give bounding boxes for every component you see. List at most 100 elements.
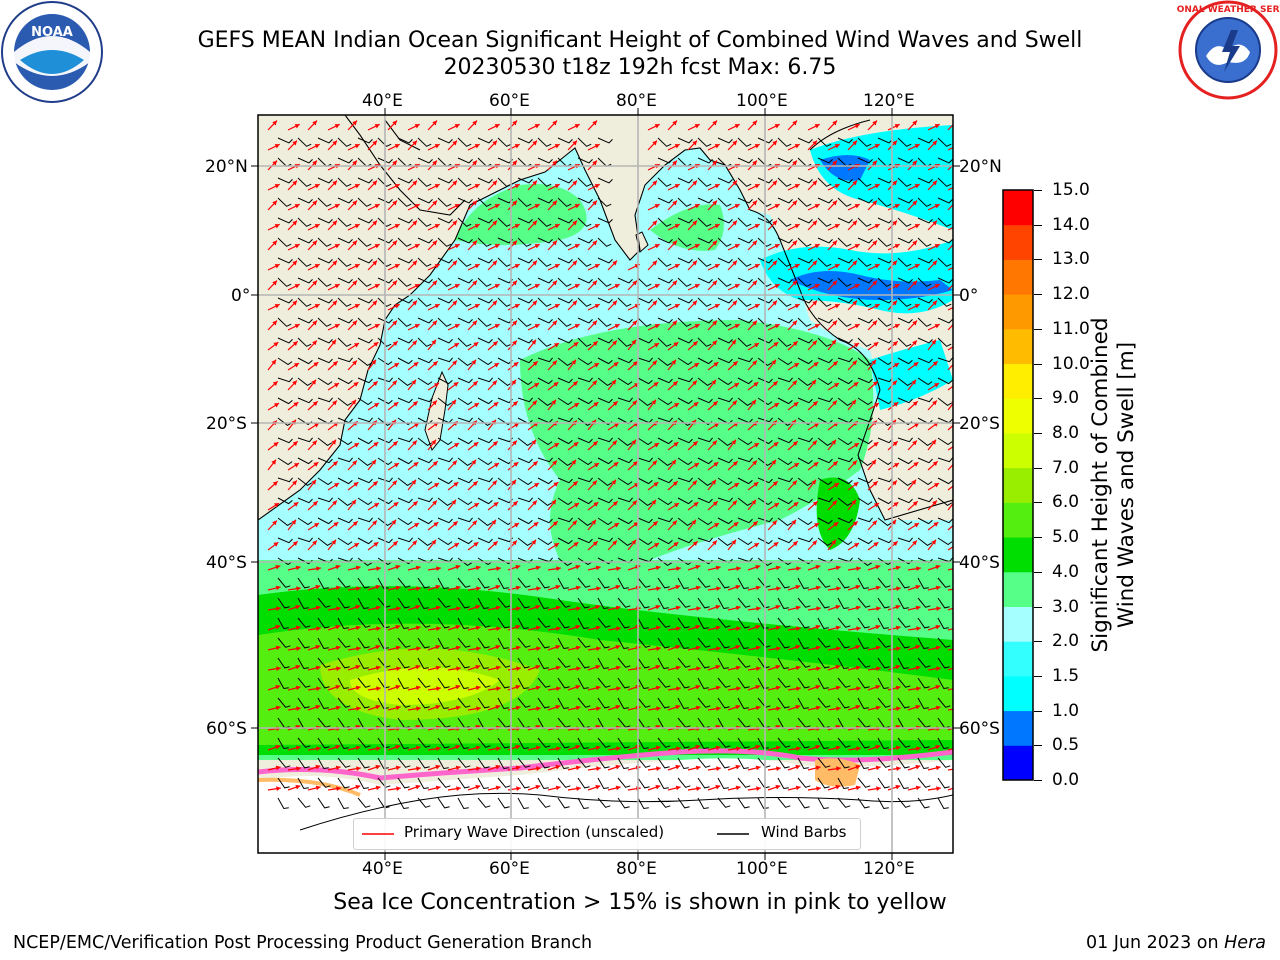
wave-arrowhead-1012 <box>495 704 501 710</box>
wind-barb-356 <box>677 337 693 344</box>
lon-label-bottom-60: 60°E <box>489 859 530 879</box>
wave-arrowhead-1140 <box>956 766 961 771</box>
wave-arrowhead-413 <box>413 362 419 367</box>
wind-barb-206 <box>437 257 453 264</box>
wind-barb-690 <box>357 537 373 545</box>
wind-barb-700 <box>557 537 573 545</box>
wind-barb-1 <box>297 137 312 147</box>
wave-arrowhead-31 <box>934 124 940 129</box>
wind-barb-513 <box>317 437 333 447</box>
wave-arrowhead-564 <box>631 439 636 445</box>
wind-barb-261 <box>877 277 892 287</box>
wind-barb-273 <box>417 297 432 307</box>
wind-barb-317 <box>597 317 612 327</box>
wind-barb-1174 <box>937 797 949 810</box>
wind-barb-424 <box>637 377 653 385</box>
wave-arrowhead-555 <box>454 443 459 448</box>
wave-arrowhead-297 <box>894 284 900 289</box>
wave-arrowhead-499 <box>732 400 737 406</box>
wind-barb-924 <box>837 657 849 670</box>
wind-barb-217 <box>697 257 712 267</box>
colorbar-tick-label: 0.5 <box>1052 735 1080 756</box>
wave-arrowhead-785 <box>856 566 861 571</box>
wave-arrowhead-38 <box>372 140 377 146</box>
wave-arrowhead-220 <box>752 240 757 246</box>
wave-arrowhead-475 <box>953 382 958 387</box>
wave-arrowhead-811 <box>675 584 681 590</box>
wind-barb-655 <box>357 517 373 523</box>
wave-arrowhead-570 <box>754 443 759 448</box>
wind-barb-304 <box>337 317 353 324</box>
wave-arrowhead-129 <box>914 184 920 189</box>
wave-arrowhead-150 <box>672 200 677 206</box>
wave-arrowhead-82 <box>592 160 597 166</box>
wind-barb-606 <box>777 477 793 483</box>
wind-barb-70 <box>357 177 373 184</box>
wave-arrowhead-6 <box>392 120 397 126</box>
wave-arrowhead-346 <box>472 320 477 326</box>
wind-barb-1090 <box>657 757 670 769</box>
wave-arrowhead-398 <box>812 340 817 346</box>
wind-barb-609 <box>837 477 853 485</box>
wave-arrowhead-1148 <box>415 784 421 790</box>
wind-barb-1109 <box>337 777 350 789</box>
wind-barb-109 <box>477 197 492 207</box>
wave-arrowhead-52 <box>692 140 697 146</box>
wind-barb-24 <box>797 137 813 144</box>
wave-arrowhead-695 <box>452 521 458 526</box>
wind-barb-229 <box>937 257 952 267</box>
wind-barb-658 <box>417 517 433 525</box>
wave-arrowhead-860 <box>955 605 960 610</box>
wind-barb-142 <box>477 217 493 224</box>
wind-barb-1110 <box>357 777 369 790</box>
wind-barb-851 <box>777 617 791 628</box>
wind-barb-643 <box>817 497 833 503</box>
wind-barb-148 <box>597 217 613 224</box>
wave-arrowhead-640 <box>753 482 759 487</box>
wind-barb-859 <box>937 617 949 630</box>
wave-arrowhead-1073 <box>316 746 321 751</box>
wind-barb-536 <box>777 437 793 444</box>
wind-barb-278 <box>517 297 533 304</box>
wind-barb-367 <box>897 337 912 347</box>
wave-arrowhead-56 <box>772 140 777 146</box>
wave-arrowhead-848 <box>715 604 721 610</box>
wind-barb-636 <box>677 497 693 505</box>
wave-arrowhead-22 <box>752 120 757 126</box>
wave-arrowhead-304 <box>332 300 337 306</box>
wind-barb-599 <box>637 477 653 485</box>
wave-arrowhead-1162 <box>696 786 701 791</box>
wave-arrowhead-155 <box>774 204 780 209</box>
wind-barb-586 <box>377 477 393 483</box>
wind-barb-683 <box>917 517 933 525</box>
wave-arrowhead-916 <box>675 644 681 650</box>
wave-arrowhead-633 <box>611 479 616 485</box>
wave-arrowhead-673 <box>712 501 718 506</box>
wind-barb-862 <box>297 637 310 649</box>
wind-barb-230 <box>958 258 973 263</box>
wind-barb-350 <box>557 337 573 344</box>
wind-barb-324 <box>737 317 753 324</box>
wave-arrowhead-453 <box>511 379 516 385</box>
wind-barb-81 <box>577 177 592 187</box>
wind-barb-827 <box>297 617 311 628</box>
wind-barb-445 <box>357 397 373 406</box>
wave-arrowhead-458 <box>611 379 616 385</box>
wave-arrowhead-997 <box>895 685 901 691</box>
wave-arrowhead-731 <box>473 542 479 547</box>
wind-barb-790 <box>958 578 970 588</box>
wave-arrowhead-9 <box>454 124 460 129</box>
wind-barb-32 <box>958 138 973 143</box>
wave-arrowhead-622 <box>392 480 397 486</box>
wave-arrowhead-699 <box>533 522 539 527</box>
wind-barb-913 <box>617 657 631 668</box>
wave-arrowhead-706 <box>672 520 677 526</box>
wave-arrowhead-42 <box>452 140 457 146</box>
wind-barb-1119 <box>537 777 549 790</box>
run-date: 01 Jun 2023 on Hera <box>1086 932 1266 954</box>
colorbar-tick-mark <box>1034 675 1042 677</box>
wind-barb-275 <box>457 297 472 307</box>
wind-barb-384 <box>537 357 553 363</box>
wind-barb-264 <box>937 277 953 284</box>
wind-barb-795 <box>357 597 369 610</box>
